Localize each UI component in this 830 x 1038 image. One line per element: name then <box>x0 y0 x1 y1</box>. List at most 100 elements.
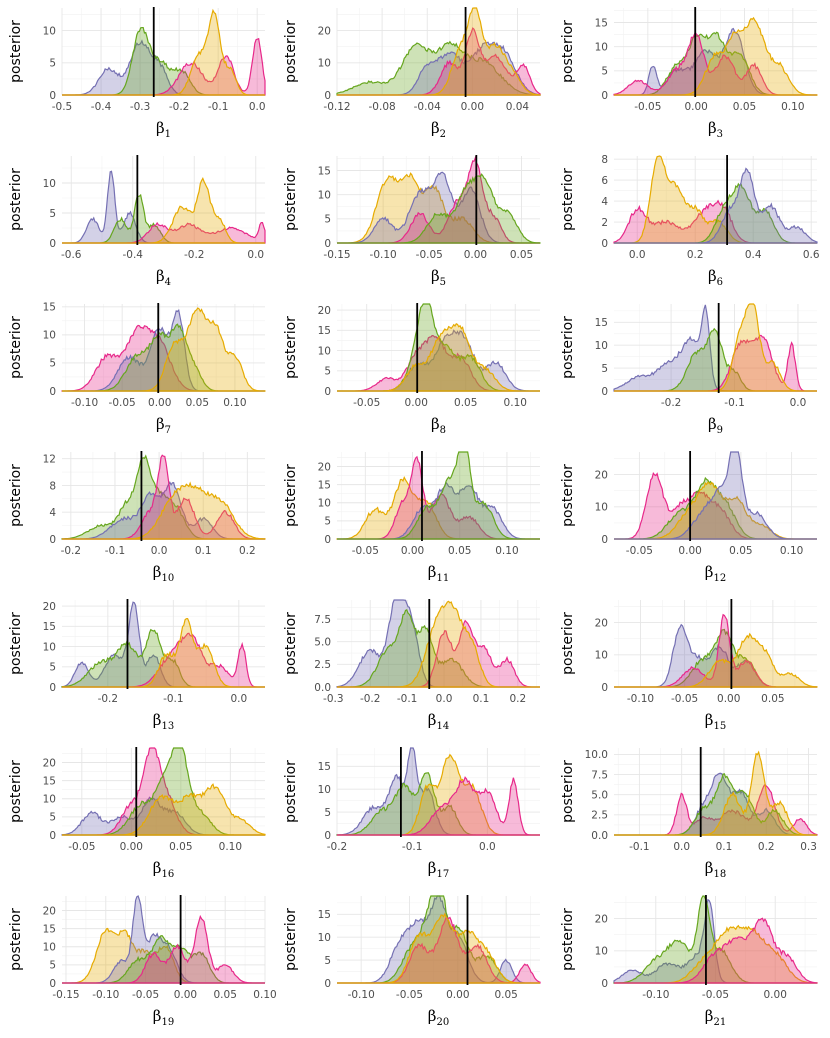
x-axis-subscript: 4 <box>165 277 171 288</box>
x-tick-label: -0.12 <box>323 101 350 113</box>
y-tick-label: 0.0 <box>314 682 331 694</box>
x-tick-label: -0.05 <box>132 989 159 1001</box>
x-tick-label: 0.05 <box>454 397 477 409</box>
x-axis-symbol: β <box>708 415 717 433</box>
x-axis-symbol: β <box>428 1007 437 1025</box>
x-tick-label: 0.10 <box>253 989 276 1001</box>
x-axis-title: β19 <box>153 1007 174 1028</box>
y-tick-label: 8 <box>49 480 56 492</box>
x-tick-label: -0.2 <box>169 101 190 113</box>
x-axis-symbol: β <box>156 415 165 433</box>
density-orange-beta-18 <box>614 750 817 836</box>
x-tick-label: 0.2 <box>239 545 256 557</box>
x-tick-label: -0.05 <box>626 545 653 557</box>
panel-beta-18: 0.0 2.5 5.0 7.5 10.0 -0.1 0.0 0.1 0.2 0.3 posterio… <box>560 747 818 880</box>
panel-beta-7: 0 5 10 15 -0.10 -0.05 0.00 0.05 0.10 posterior β7 <box>8 302 266 436</box>
y-tick-label: 20 <box>318 461 331 473</box>
x-tick-label: -0.10 <box>71 397 98 409</box>
density-purple-beta-6 <box>614 167 818 244</box>
y-axis-title: posterior <box>560 168 576 231</box>
x-axis-symbol: β <box>431 415 440 433</box>
x-tick-label: 0.00 <box>684 101 707 113</box>
y-tick-label: 10 <box>43 330 56 342</box>
x-axis-title: β13 <box>153 711 174 732</box>
panel-beta-3: 0 5 10 15 -0.05 0.00 0.05 0.10 posterior β3 <box>560 7 818 140</box>
y-tick-label: 0 <box>49 830 56 842</box>
y-tick-label: 2.5 <box>591 810 608 822</box>
y-tick-label: 20 <box>318 305 331 317</box>
x-tick-label: 0.00 <box>148 397 171 409</box>
x-tick-label: 0.00 <box>764 989 787 1001</box>
x-tick-label: 0.3 <box>800 841 817 853</box>
y-tick-label: 8 <box>601 154 608 166</box>
y-axis-title: posterior <box>8 612 24 675</box>
x-axis-symbol: β <box>705 859 714 877</box>
y-tick-label: 0 <box>601 386 608 398</box>
x-axis-subscript: 10 <box>161 573 174 584</box>
y-tick-label: 15 <box>43 923 56 935</box>
x-tick-label: -0.3 <box>323 693 344 705</box>
panel-beta-20: 0 5 10 15 -0.10 -0.05 0.00 0.05 posterior β20 <box>283 895 541 1028</box>
x-tick-label: -0.1 <box>105 545 126 557</box>
x-axis-subscript: 17 <box>436 869 449 880</box>
x-tick-label: 0.0 <box>673 841 690 853</box>
x-axis-subscript: 12 <box>713 573 726 584</box>
x-tick-label: 0.10 <box>223 397 246 409</box>
x-axis-title: β17 <box>428 859 449 880</box>
x-tick-label: -0.1 <box>724 397 745 409</box>
panel-beta-15: 0 10 20 -0.10 -0.05 0.00 0.05 posterior β15 <box>560 599 818 732</box>
y-tick-label: 0 <box>324 978 331 990</box>
x-axis-subscript: 2 <box>440 129 446 140</box>
y-tick-label: 0 <box>601 534 608 546</box>
x-axis-title: β5 <box>431 267 446 288</box>
x-tick-label: 0.05 <box>761 693 784 705</box>
y-tick-label: 15 <box>595 17 608 29</box>
x-tick-label: 0.2 <box>510 693 527 705</box>
x-tick-label: 0.0 <box>247 249 264 261</box>
y-tick-label: 10 <box>43 942 56 954</box>
y-tick-label: 5 <box>324 366 331 378</box>
x-axis-subscript: 16 <box>161 869 174 880</box>
y-tick-label: 10 <box>318 345 331 357</box>
y-axis-title: posterior <box>8 464 24 527</box>
y-tick-label: 5 <box>49 358 56 370</box>
x-tick-label: -0.2 <box>360 693 381 705</box>
y-tick-label: 5 <box>324 955 331 967</box>
panel-beta-13: 0 5 10 15 20 -0.2 -0.1 0.0 posterior β13 <box>8 599 265 732</box>
x-tick-label: -0.05 <box>702 989 729 1001</box>
density-green-beta-11 <box>337 451 540 540</box>
x-tick-label: 0.0 <box>230 693 247 705</box>
x-tick-label: 0.00 <box>446 989 469 1001</box>
x-tick-label: -0.2 <box>661 397 682 409</box>
y-tick-label: 15 <box>318 761 331 773</box>
y-axis-title: posterior <box>560 760 576 823</box>
x-tick-label: -0.10 <box>627 693 654 705</box>
x-axis-title: β20 <box>428 1007 449 1028</box>
x-axis-subscript: 11 <box>436 573 449 584</box>
y-tick-label: 5 <box>601 363 608 375</box>
y-tick-label: 5 <box>49 208 56 220</box>
x-tick-label: -0.05 <box>68 841 95 853</box>
x-tick-label: -0.1 <box>397 693 418 705</box>
y-tick-label: 4 <box>49 507 56 519</box>
x-axis-symbol: β <box>153 859 162 877</box>
x-tick-label: -0.2 <box>184 249 205 261</box>
x-tick-label: -0.2 <box>61 545 82 557</box>
y-axis-title: posterior <box>283 908 299 971</box>
x-tick-label: 0.10 <box>780 545 803 557</box>
x-axis-subscript: 15 <box>713 721 726 732</box>
x-axis-symbol: β <box>431 267 440 285</box>
x-tick-label: -0.10 <box>370 249 397 261</box>
y-tick-label: 10 <box>595 340 608 352</box>
panel-beta-21: 0 10 20 -0.10 -0.05 0.00 posterior β21 <box>560 895 818 1028</box>
y-tick-label: 15 <box>43 621 56 633</box>
y-axis-title: posterior <box>283 168 299 231</box>
y-tick-label: 10 <box>595 41 608 53</box>
density-green-beta-2 <box>336 40 541 96</box>
x-tick-label: 0.10 <box>781 101 804 113</box>
x-tick-label: 0.2 <box>687 249 704 261</box>
x-tick-label: 0.10 <box>219 841 242 853</box>
x-axis-title: β6 <box>708 267 723 288</box>
x-tick-label: -0.15 <box>323 249 350 261</box>
